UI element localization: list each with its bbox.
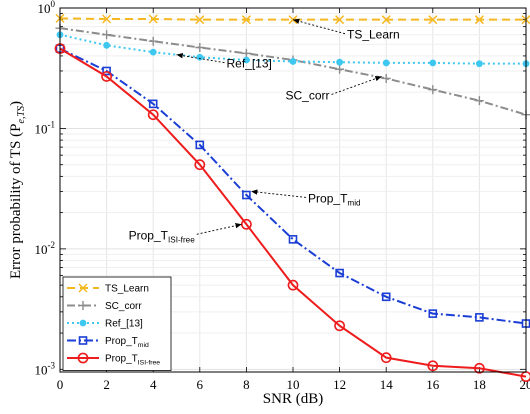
data-point <box>148 36 158 46</box>
data-point <box>148 14 158 24</box>
legend-item: TS_Learn <box>67 283 149 295</box>
data-point <box>428 309 438 318</box>
x-tick-label: 10 <box>287 377 300 392</box>
annotations: TS_Learn Ref_[13] SC_corr Prop_Tmid Prop_TIS… <box>129 18 400 244</box>
legend-swatch-marker <box>78 283 88 293</box>
legend-item: Ref_[13] <box>67 319 143 330</box>
y-tick-label: 10-2 <box>35 240 56 257</box>
legend-swatch-marker <box>77 352 89 364</box>
legend-label: Prop_TISI-free <box>105 354 160 367</box>
data-point <box>196 53 204 61</box>
x-tick-label: 6 <box>197 377 204 392</box>
legend: TS_Learn SC_corr Ref_[13] Prop_Tmid Prop_TIS… <box>62 276 172 371</box>
data-point <box>195 140 205 150</box>
data-point <box>475 313 484 322</box>
x-tick-label: 18 <box>473 377 486 392</box>
data-point <box>427 360 439 372</box>
data-point <box>474 15 484 25</box>
legend-label: TS_Learn <box>105 284 149 295</box>
x-tick-label: 4 <box>150 377 157 392</box>
legend-swatch-marker <box>78 301 88 310</box>
series-4 <box>54 43 530 382</box>
data-point <box>476 60 483 68</box>
data-point <box>288 235 298 244</box>
data-point <box>102 66 111 76</box>
series-0 <box>55 13 530 25</box>
annotation-label: Prop_TISI-free <box>129 228 196 244</box>
x-tick-label: 20 <box>520 377 530 392</box>
data-point <box>101 71 112 82</box>
annotation-arrow <box>331 76 382 95</box>
data-point <box>194 159 206 171</box>
x-tick-label: 14 <box>380 377 394 392</box>
legend-item: Prop_TISI-free <box>67 352 160 367</box>
data-point <box>336 58 343 66</box>
x-tick-label: 2 <box>103 377 110 392</box>
series-2 <box>56 31 530 68</box>
y-tick-label: 10-3 <box>35 360 56 377</box>
x-axis-title: SNR (dB) <box>263 391 323 407</box>
x-tick-label: 12 <box>333 377 346 392</box>
data-point <box>149 48 157 56</box>
annotation-arrow <box>176 53 225 64</box>
data-point <box>334 320 345 332</box>
data-point <box>429 59 437 67</box>
data-point <box>102 30 112 40</box>
series-group <box>54 13 530 382</box>
data-point <box>241 15 251 25</box>
data-point <box>289 58 297 65</box>
data-point <box>242 190 251 200</box>
annotation-arrow <box>251 189 307 198</box>
data-point <box>428 15 438 25</box>
data-point <box>241 48 251 58</box>
series-line <box>59 47 527 378</box>
series-line <box>59 47 527 325</box>
data-point <box>147 109 159 121</box>
y-tick-label: 10-1 <box>35 119 56 136</box>
data-point <box>428 85 438 95</box>
data-point <box>195 15 205 25</box>
legend-item: SC_corr <box>67 301 142 312</box>
data-point <box>473 362 485 374</box>
x-tick-label: 0 <box>57 377 64 392</box>
y-axis-title: Error probability of TS (Pe,TS) <box>8 101 27 279</box>
data-point <box>335 64 345 74</box>
legend-label: SC_corr <box>105 301 142 312</box>
data-point <box>148 99 158 109</box>
data-point <box>103 41 110 49</box>
y-tick-label: 100 <box>38 0 56 16</box>
x-tick-label: 16 <box>426 377 440 392</box>
legend-swatch-marker <box>78 336 88 345</box>
annotation-label: Prop_Tmid <box>308 191 361 207</box>
annotation-label: SC_corr <box>286 88 330 102</box>
data-point <box>335 268 344 278</box>
data-point <box>243 56 250 64</box>
data-point <box>102 14 112 24</box>
data-point <box>195 42 205 52</box>
data-point <box>474 96 484 106</box>
data-point <box>381 73 391 83</box>
data-point <box>335 15 345 25</box>
data-point <box>381 292 391 302</box>
data-point <box>287 279 299 291</box>
data-point <box>240 218 252 230</box>
legend-item: Prop_Tmid <box>67 336 149 349</box>
legend-label: Ref_[13] <box>105 319 143 330</box>
data-point <box>381 15 391 25</box>
x-tick-label: 8 <box>243 377 250 392</box>
annotation-label: Ref_[13] <box>227 57 272 71</box>
plot-frame <box>59 7 527 373</box>
annotation-arrow <box>292 18 346 35</box>
annotation-label: TS_Learn <box>347 28 400 42</box>
data-point <box>382 59 390 67</box>
data-point <box>380 352 392 364</box>
legend-swatch-marker <box>79 319 87 327</box>
legend-label: Prop_Tmid <box>105 336 149 349</box>
y-axis-title-group: Error probability of TS (Pe,TS) <box>8 101 27 279</box>
